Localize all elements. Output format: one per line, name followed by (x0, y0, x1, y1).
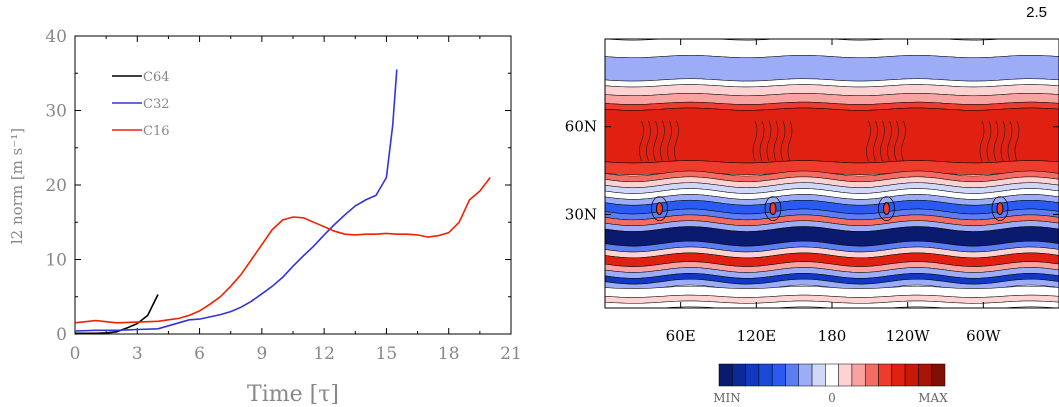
panel-number: 2.5 (1026, 4, 1047, 21)
colorbar-cell (732, 363, 746, 387)
x-tick-label: 12 (313, 344, 335, 364)
y-tick-label: 20 (45, 176, 67, 196)
legend-label-c64: C64 (143, 70, 170, 85)
x-axis-label: Time [τ] (247, 382, 339, 407)
series-line-c64 (75, 294, 159, 335)
vortex-ring (878, 196, 895, 221)
y-axis-label: l2 norm [m s⁻¹] (8, 128, 26, 244)
x-tick-label: 3 (132, 344, 143, 364)
x-tick-label: 0 (70, 344, 81, 364)
wave-feature (901, 120, 906, 161)
colorbar-cell (825, 363, 839, 387)
colorbar-cell (785, 363, 800, 387)
x-tick-label: 21 (500, 344, 522, 364)
contour-band (605, 55, 1059, 82)
y-tick-label: 0 (56, 325, 67, 345)
wave-feature (787, 120, 793, 161)
x-tick-label: 18 (438, 344, 460, 364)
lon-tick-label: 180 (818, 327, 847, 345)
vortex (769, 202, 777, 216)
y-tick-label: 30 (45, 102, 67, 122)
contour-band (605, 160, 1059, 175)
colorbar-cell (745, 363, 760, 387)
wave-feature (986, 120, 992, 161)
wave-feature (773, 120, 779, 161)
wave-feature (866, 120, 871, 161)
colorbar-label: MAX (918, 391, 948, 405)
series-line-c16 (74, 177, 491, 324)
contour-band (605, 107, 1059, 164)
colorbar-cell (798, 363, 813, 387)
colorbar-cell (864, 363, 879, 387)
wave-feature (1000, 120, 1006, 161)
colorbar-label: MIN (713, 391, 741, 405)
vortex (996, 202, 1004, 216)
wave-feature (993, 120, 999, 161)
wave-feature (766, 120, 772, 161)
wave-feature (639, 120, 644, 161)
colorbar-cell (918, 363, 932, 387)
vortex (655, 202, 663, 216)
series-line-c32 (74, 69, 398, 332)
lon-tick-label: 60E (666, 327, 696, 345)
wave-feature (653, 120, 658, 161)
wave-feature (646, 120, 651, 161)
lon-tick-label: 120E (737, 327, 777, 345)
colorbar-cell (891, 363, 906, 387)
wave-feature (667, 120, 672, 161)
lat-tick-label: 30N (565, 205, 597, 223)
wave-feature (1007, 120, 1013, 161)
x-tick-label: 6 (194, 344, 205, 364)
vortex-ring (764, 196, 782, 221)
wave-feature (1014, 120, 1020, 161)
colorbar-cell (851, 363, 866, 387)
lon-tick-label: 120W (886, 327, 931, 345)
colorbar-cell (838, 363, 853, 387)
colorbar-cell (771, 363, 786, 387)
wave-feature (880, 120, 885, 161)
vortex-ring (991, 196, 1009, 221)
colorbar-cell (718, 363, 733, 387)
colorbar-cell (758, 363, 773, 387)
lon-tick-label: 60W (966, 327, 1001, 345)
wave-feature (759, 120, 765, 161)
colorbar-cell (811, 363, 826, 387)
line-chart: 0 3 6 9 12 15 18 21 0 10 20 30 40 C64 C32 C16 Time [τ]… (8, 27, 522, 407)
x-tick-label: 15 (376, 344, 398, 364)
wave-feature (873, 120, 878, 161)
x-tick-label: 9 (256, 344, 267, 364)
wave-feature (894, 120, 899, 161)
colorbar-cell (931, 363, 946, 387)
y-tick-label: 10 (45, 251, 67, 271)
wave-feature (660, 120, 665, 161)
vortex (882, 202, 890, 216)
plot-frame (74, 35, 512, 335)
lat-tick-label: 60N (565, 118, 597, 136)
wave-feature (752, 120, 758, 161)
colorbar-cell (878, 363, 893, 387)
legend-label-c16: C16 (143, 124, 170, 139)
wave-feature (780, 120, 786, 161)
vortex-ring (651, 196, 668, 221)
y-tick-label: 40 (45, 27, 67, 47)
contour-map: 60E 120E 180 120W 60W 30N 60N MIN 0 MAX (565, 38, 1059, 405)
wave-feature (979, 120, 985, 161)
colorbar-label: 0 (828, 391, 836, 405)
colorbar-cell (904, 363, 919, 387)
legend-label-c32: C32 (143, 97, 170, 112)
wave-feature (674, 120, 679, 161)
wave-feature (887, 120, 892, 161)
